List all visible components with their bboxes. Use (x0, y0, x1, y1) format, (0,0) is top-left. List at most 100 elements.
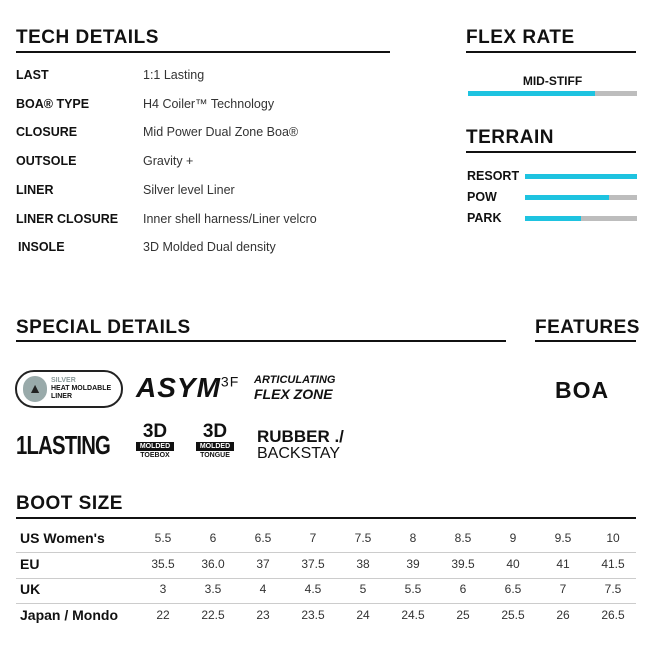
tech-label: LINER (16, 182, 54, 197)
features-title: FEATURES (535, 317, 640, 338)
logo-text: LINER (51, 393, 72, 400)
size-row-label: US Women's (20, 530, 105, 546)
flex-rate-label: MID-STIFF (522, 74, 583, 88)
logo-text: ARTICULATING (254, 374, 336, 386)
size-row-label: Japan / Mondo (20, 606, 118, 623)
size-cell: 3 (159, 582, 167, 596)
terrain-label: RESORT (467, 169, 520, 183)
terrain-bar (525, 195, 637, 200)
terrain-bar (525, 216, 637, 221)
logo-text: LASTING (26, 430, 111, 460)
boa-logo: BOA (555, 377, 610, 403)
size-cell: 6 (459, 582, 467, 596)
logo-text: RUBBER ./ (257, 427, 344, 446)
tech-details-title: TECH DETAILS (16, 27, 159, 48)
size-cell: 38 (356, 556, 370, 571)
tech-value: 1:1 Lasting (143, 68, 205, 82)
logo-text: FLEX ZONE (254, 386, 333, 402)
size-cell: 6.5 (254, 531, 272, 545)
size-cell: 5.5 (154, 531, 172, 545)
size-cell: 9 (509, 531, 517, 545)
size-cell: 22.5 (201, 607, 225, 622)
terrain-fill (525, 195, 609, 200)
size-cell: 35.5 (151, 556, 175, 571)
logo-text: ASYM (136, 372, 221, 403)
logo-text: SILVER (51, 377, 76, 384)
size-cell: 8 (409, 531, 417, 545)
divider (466, 51, 636, 53)
logo-text: TONGUE (200, 452, 230, 459)
rubber-backstay-logo: RUBBER ./BACKSTAY (257, 428, 344, 462)
flex-zone-logo: ARTICULATING FLEX ZONE (254, 373, 335, 401)
boot-size-title: BOOT SIZE (16, 493, 123, 514)
terrain-fill (525, 216, 581, 221)
terrain-label: PARK (467, 211, 502, 225)
size-cell: 23.5 (301, 607, 325, 622)
molded-tongue-logo: 3D MOLDED TONGUE (196, 422, 234, 460)
heat-moldable-liner-logo: ▲ SILVER HEAT MOLDABLE LINER (15, 370, 123, 408)
tech-label: BOA® TYPE (16, 96, 90, 111)
tech-label: LAST (16, 68, 49, 82)
size-cell: 22 (156, 607, 170, 622)
row-divider (16, 577, 636, 579)
size-cell: 4 (259, 582, 267, 596)
size-cell: 6.5 (504, 582, 522, 596)
special-details-title: SPECIAL DETAILS (16, 317, 191, 338)
tech-value: Silver level Liner (143, 182, 235, 197)
size-row-label: EU (20, 555, 40, 572)
tech-value: Gravity + (143, 154, 194, 169)
molded-toebox-logo: 3D MOLDED TOEBOX (136, 422, 174, 460)
logo-text: 3D (142, 421, 168, 442)
size-cell: 5.5 (404, 582, 422, 596)
size-cell: 4.5 (304, 582, 322, 596)
flex-rate-title: FLEX RATE (466, 27, 575, 48)
tech-value: Inner shell harness/Liner velcro (143, 211, 317, 226)
logo-text: MOLDED (196, 442, 234, 451)
logo-text: HEAT MOLDABLE (51, 385, 112, 392)
flex-rate-fill (468, 91, 595, 96)
divider (466, 151, 636, 153)
size-cell: 26.5 (601, 607, 625, 622)
flex-rate-bar (468, 91, 637, 96)
size-cell: 25.5 (501, 607, 525, 622)
terrain-label: POW (467, 190, 497, 204)
tech-value: H4 Coiler™ Technology (143, 96, 275, 111)
size-cell: 40 (506, 556, 520, 571)
logo-text: TOEBOX (140, 452, 170, 459)
divider (16, 517, 636, 519)
size-cell: 26 (556, 607, 570, 622)
tech-value: Mid Power Dual Zone Boa® (143, 125, 299, 140)
tech-label: INSOLE (18, 240, 65, 255)
size-cell: 24.5 (401, 607, 425, 622)
tech-label: CLOSURE (16, 125, 78, 140)
tech-label: OUTSOLE (16, 154, 77, 169)
logo-text: MOLDED (136, 442, 174, 451)
size-cell: 37.5 (301, 556, 325, 571)
row-divider (16, 603, 636, 604)
size-cell: 8.5 (454, 531, 472, 545)
size-cell: 36.0 (201, 556, 225, 571)
size-cell: 41 (556, 556, 570, 571)
size-cell: 25 (456, 607, 470, 622)
size-cell: 24 (356, 607, 370, 622)
row-divider (16, 552, 636, 553)
divider (535, 340, 636, 342)
size-cell: 3.5 (204, 582, 222, 596)
divider (16, 51, 390, 53)
terrain-fill (525, 174, 637, 179)
flame-icon: ▲ (23, 376, 47, 402)
size-cell: 7.5 (354, 531, 372, 545)
terrain-bar (525, 174, 637, 179)
size-cell: 37 (256, 556, 270, 571)
size-cell: 39.5 (451, 556, 475, 571)
asym-logo: ASYM3F (136, 372, 239, 404)
size-cell: 9.5 (554, 531, 572, 545)
size-row-label: UK (20, 581, 41, 597)
divider (16, 340, 506, 342)
size-cell: 41.5 (601, 556, 625, 571)
lasting-logo: 1LASTING (16, 430, 111, 460)
logo-text: 3D (202, 421, 228, 442)
size-cell: 10 (606, 531, 620, 545)
terrain-title: TERRAIN (466, 127, 554, 148)
size-cell: 7 (559, 582, 567, 596)
